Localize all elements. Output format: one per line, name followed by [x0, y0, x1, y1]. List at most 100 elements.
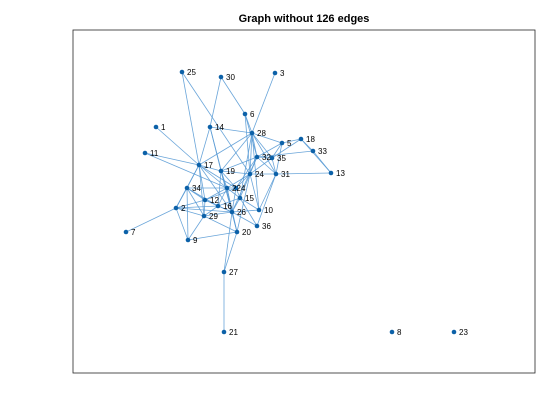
- node-label-19: 19: [226, 167, 235, 176]
- node-label-26: 26: [237, 208, 246, 217]
- edge-5-32: [256, 142, 283, 158]
- edge-14-19: [209, 126, 222, 172]
- node-24: [247, 171, 253, 177]
- node-16: [215, 203, 221, 209]
- node-34: [184, 185, 190, 191]
- edge-5-18: [281, 138, 302, 144]
- node-label-36: 36: [262, 222, 271, 231]
- node-label-5: 5: [287, 139, 292, 148]
- edge-24-4: [235, 173, 251, 189]
- edge-15-36: [239, 197, 258, 227]
- node-label-30: 30: [226, 73, 235, 82]
- edge-16-22: [217, 187, 228, 207]
- edge-17-26: [198, 164, 233, 213]
- edge-24-22: [226, 173, 251, 189]
- edge-4-26: [231, 187, 237, 213]
- node-9: [185, 237, 191, 243]
- node-label-17: 17: [204, 161, 213, 170]
- edge-14-28: [209, 126, 253, 134]
- edge-31-32: [256, 156, 277, 175]
- node-17: [196, 162, 202, 168]
- edge-19-20: [220, 170, 238, 233]
- node-label-25: 25: [187, 68, 196, 77]
- edge-28-19: [220, 132, 253, 172]
- edge-33-32: [256, 150, 314, 158]
- edge-12-22: [204, 187, 228, 201]
- node-31: [273, 171, 279, 177]
- axes-box: [72, 29, 536, 374]
- edge-34-2: [175, 187, 188, 209]
- node-32: [254, 154, 260, 160]
- node-28: [249, 130, 255, 136]
- edge-2-7: [125, 207, 177, 233]
- edge-29-16: [203, 205, 219, 217]
- edge-35-32: [256, 156, 273, 159]
- node-label-35: 35: [277, 154, 286, 163]
- edge-12-4: [204, 187, 237, 201]
- node-label-31: 31: [281, 170, 290, 179]
- edge-16-26: [217, 205, 233, 213]
- node-30: [218, 74, 224, 80]
- node-label-14: 14: [215, 123, 224, 132]
- node-label-13: 13: [336, 169, 345, 178]
- edge-24-19: [220, 170, 251, 175]
- edge-31-36: [256, 173, 277, 227]
- node-1: [153, 124, 159, 130]
- edge-20-27: [223, 231, 238, 273]
- node-6: [242, 111, 248, 117]
- node-label-18: 18: [306, 135, 315, 144]
- node-26: [229, 209, 235, 215]
- node-20: [234, 229, 240, 235]
- node-label-7: 7: [131, 228, 136, 237]
- edge-34-29: [186, 187, 205, 217]
- node-label-3: 3: [280, 69, 285, 78]
- edge-11-22: [144, 152, 228, 189]
- node-15: [237, 195, 243, 201]
- edge-29-20: [203, 215, 238, 233]
- edge-28-32: [251, 132, 258, 158]
- edge-32-4: [235, 156, 258, 189]
- node-3: [272, 70, 278, 76]
- edge-1-17: [155, 126, 200, 166]
- node-7: [123, 229, 129, 235]
- edge-17-19: [198, 164, 222, 172]
- node-label-1: 1: [161, 123, 166, 132]
- node-label-2: 2: [181, 204, 186, 213]
- graph-title: Graph without 126 edges: [238, 13, 370, 25]
- edge-6-24: [244, 113, 251, 175]
- node-label-32: 32: [262, 153, 271, 162]
- node-36: [254, 223, 260, 229]
- edge-11-17: [144, 152, 200, 166]
- node-2: [173, 205, 179, 211]
- node-label-20: 20: [242, 228, 251, 237]
- edge-30-6: [220, 76, 246, 115]
- node-label-21: 21: [229, 328, 238, 337]
- node-label-33: 33: [318, 147, 327, 156]
- node-label-15: 15: [245, 194, 254, 203]
- node-23: [451, 329, 457, 335]
- node-19: [218, 168, 224, 174]
- edge-17-12: [198, 164, 206, 201]
- node-25: [179, 69, 185, 75]
- edge-35-24: [249, 157, 273, 175]
- node-label-27: 27: [229, 268, 238, 277]
- edge-19-4: [220, 170, 237, 189]
- edge-28-15: [239, 132, 253, 199]
- edge-28-17: [198, 132, 253, 166]
- edge-25-24: [181, 71, 251, 175]
- edge-34-9: [186, 187, 189, 241]
- edge-2-16: [175, 205, 219, 209]
- edge-28-35: [251, 132, 273, 159]
- edge-24-10: [249, 173, 260, 211]
- node-label-11: 11: [150, 149, 159, 158]
- edge-2-29: [175, 207, 205, 217]
- edge-28-10: [251, 132, 260, 211]
- edge-31-10: [258, 173, 277, 211]
- node-label-34: 34: [192, 184, 201, 193]
- edge-31-13: [275, 172, 332, 175]
- edge-31-35: [271, 157, 277, 175]
- node-5: [279, 140, 285, 146]
- edge-26-27: [223, 211, 233, 273]
- node-label-8: 8: [397, 328, 402, 337]
